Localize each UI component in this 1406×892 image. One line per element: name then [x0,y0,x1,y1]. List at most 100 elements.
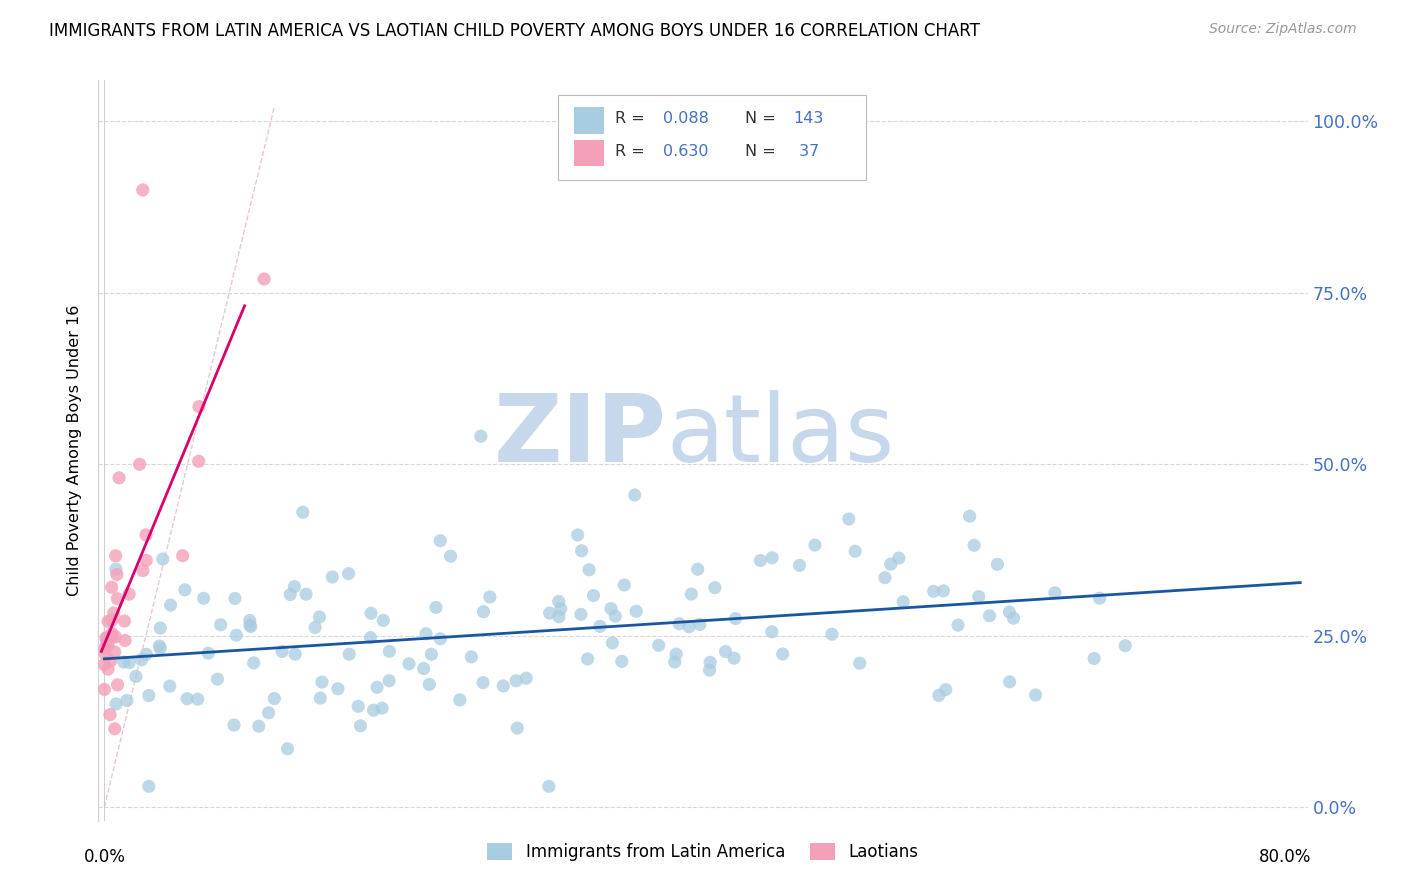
Point [571,543,593,558]
Point [135,648,157,662]
Text: N =: N = [745,112,782,127]
Point [304,620,326,634]
Point [104,722,127,736]
Point [197,646,219,660]
Point [686,562,709,576]
Point [295,587,318,601]
Point [578,563,600,577]
Point [135,528,157,542]
Text: 37: 37 [793,144,818,159]
Point [291,505,314,519]
Point [118,656,141,670]
Point [478,590,501,604]
Point [1025,688,1047,702]
Point [626,604,648,618]
Point [363,703,385,717]
Point [284,647,307,661]
Point [247,719,270,733]
Point [699,663,721,677]
Point [967,590,990,604]
Point [225,628,247,642]
Point [681,587,703,601]
Point [187,692,209,706]
Point [94,640,117,655]
Point [94,631,117,645]
Point [1114,639,1136,653]
Point [360,607,382,621]
Point [253,272,276,286]
Point [665,647,688,661]
Bar [574,107,603,134]
Point [537,780,560,794]
Point [239,614,262,628]
Point [922,584,945,599]
Point [271,644,294,658]
Point [148,639,170,653]
Point [337,647,360,661]
Point [277,741,299,756]
Point [1002,611,1025,625]
Point [772,647,794,661]
Point [429,632,451,646]
Point [112,655,135,669]
Point [159,679,181,693]
Point [100,580,122,594]
Point [703,581,725,595]
Point [222,718,245,732]
Point [187,454,209,468]
Point [105,591,128,606]
Point [96,632,118,646]
Point [928,689,950,703]
Point [576,652,599,666]
Point [550,601,572,615]
Point [415,627,437,641]
Y-axis label: Child Poverty Among Boys Under 16: Child Poverty Among Boys Under 16 [67,305,83,596]
Point [412,661,434,675]
Point [283,580,305,594]
Point [114,633,136,648]
Point [103,606,125,620]
Point [602,636,624,650]
Text: 80.0%: 80.0% [1260,848,1312,866]
Point [724,611,747,625]
Text: IMMIGRANTS FROM LATIN AMERICA VS LAOTIAN CHILD POVERTY AMONG BOYS UNDER 16 CORRE: IMMIGRANTS FROM LATIN AMERICA VS LAOTIAN… [49,22,980,40]
Point [979,608,1001,623]
Point [149,641,172,656]
Point [1083,651,1105,665]
Point [135,553,157,567]
Point [104,630,127,644]
Point [567,528,589,542]
Point [887,551,910,566]
Point [425,600,447,615]
Point [132,564,155,578]
Point [209,617,232,632]
Point [104,645,127,659]
Point [97,638,120,652]
Point [880,557,903,571]
Point [104,549,127,563]
Point [378,644,401,658]
Point [309,691,332,706]
Point [174,582,197,597]
Point [538,606,561,620]
Point [1088,591,1111,606]
Point [138,780,160,794]
Text: 143: 143 [793,112,824,127]
Point [128,457,150,471]
Point [623,488,645,502]
Point [472,605,495,619]
Point [108,471,131,485]
Point [349,719,371,733]
Text: atlas: atlas [666,390,896,482]
Point [94,647,117,661]
Point [648,638,671,652]
Point [505,673,527,688]
Text: Source: ZipAtlas.com: Source: ZipAtlas.com [1209,22,1357,37]
Point [589,619,612,633]
Point [118,587,141,601]
Point [98,632,121,646]
Point [326,681,349,696]
Point [689,617,711,632]
Point [337,566,360,581]
Point [188,400,211,414]
